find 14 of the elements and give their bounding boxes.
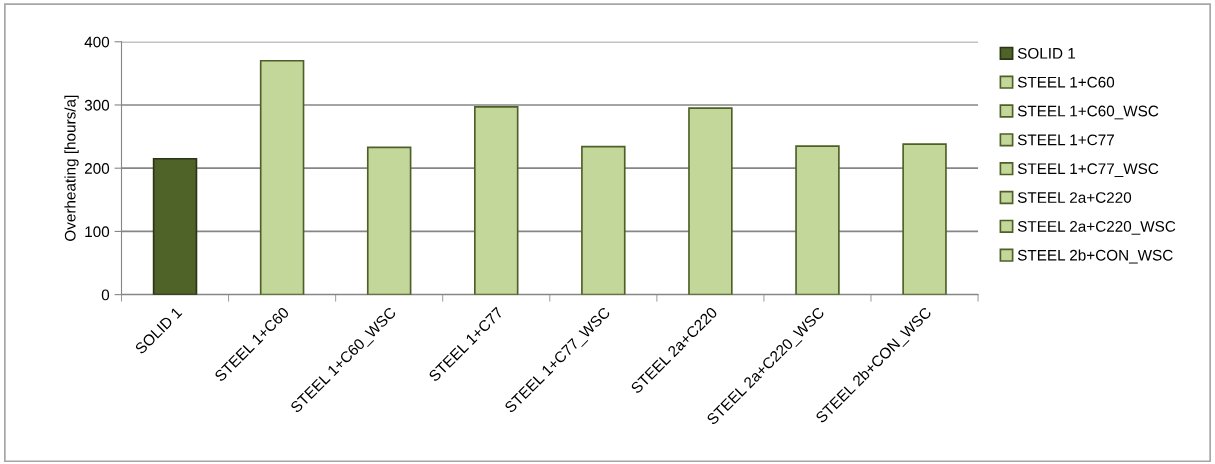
legend-label: STEEL 2a+C220 xyxy=(1017,192,1132,203)
legend-label: SOLID 1 xyxy=(1017,47,1076,59)
y-tick-label: 0 xyxy=(101,289,110,301)
y-tick-label: 400 xyxy=(84,36,110,48)
legend-label: STEEL 2a+C220_WSC xyxy=(1017,220,1176,235)
legend-label: STEEL 1+C77_WSC xyxy=(1017,163,1159,177)
y-axis-title: Overheating [hours/a] xyxy=(64,95,79,241)
legend-label: STEEL 1+C60 xyxy=(1017,76,1115,88)
legend-label: STEEL 2b+CON_WSC xyxy=(1017,249,1173,264)
y-tick-label: 200 xyxy=(84,163,110,174)
legend-label: STEEL 1+C60_WSC xyxy=(1017,105,1159,120)
y-tick-label: 300 xyxy=(84,99,110,111)
legend-label: STEEL 1+C77 xyxy=(1017,134,1114,146)
y-tick-label: 100 xyxy=(85,226,110,238)
